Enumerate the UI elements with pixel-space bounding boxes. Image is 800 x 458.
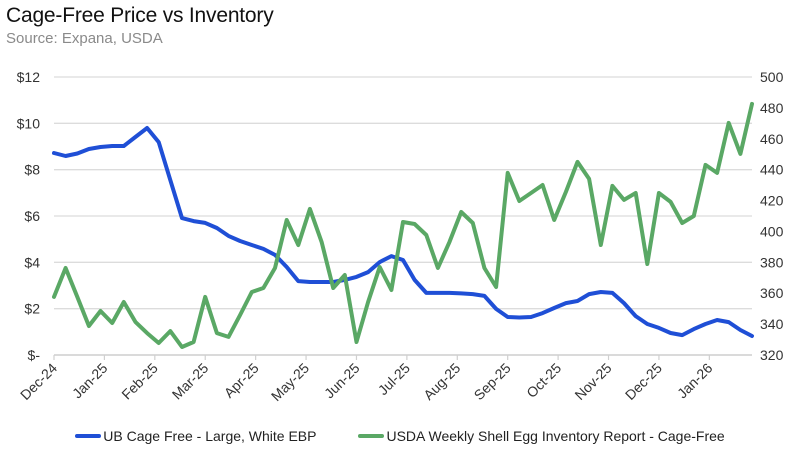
series-line-price: [52, 126, 754, 338]
legend-swatch-price: [75, 434, 102, 438]
x-tick-label: Dec-25: [622, 360, 665, 403]
y-left-tick-label: $12: [17, 69, 41, 85]
legend-item-inventory[interactable]: USDA Weekly Shell Egg Inventory Report -…: [358, 428, 725, 444]
x-tick-label: May-25: [268, 360, 312, 404]
y-axis-right: 500 480 460 440 420 400 380 360 340 320: [760, 69, 784, 363]
chart-subtitle: Source: Expana, USDA: [6, 30, 163, 47]
x-tick-label: Oct-25: [523, 360, 564, 401]
x-tick-label: Sep-25: [471, 360, 514, 403]
x-tick-label: Nov-25: [571, 360, 614, 403]
y-right-tick-label: 500: [760, 69, 784, 85]
x-tick-label: Jun-25: [321, 360, 363, 402]
y-right-tick-label: 460: [760, 131, 784, 147]
y-left-tick-label: $2: [24, 301, 40, 317]
y-right-tick-label: 440: [760, 162, 784, 178]
legend-label-inventory: USDA Weekly Shell Egg Inventory Report -…: [386, 428, 725, 444]
series-line-inventory: [52, 101, 754, 349]
x-tick-label: Jul-25: [375, 360, 413, 398]
y-left-tick-label: $6: [24, 208, 40, 224]
legend-swatch-inventory: [358, 434, 385, 438]
x-tick-label: Apr-25: [221, 360, 262, 401]
x-tick-label: Mar-25: [169, 360, 212, 403]
y-right-tick-label: 360: [760, 285, 784, 301]
y-right-tick-label: 400: [760, 223, 784, 239]
x-tick-label: Feb-25: [118, 360, 161, 403]
x-tick-label: Aug-25: [420, 360, 463, 403]
y-right-tick-label: 320: [760, 347, 784, 363]
x-tick-label: Dec-24: [17, 360, 60, 403]
y-right-tick-label: 380: [760, 254, 784, 270]
legend-item-price[interactable]: UB Cage Free - Large, White EBP: [75, 428, 316, 444]
gridlines: [54, 76, 752, 356]
y-axis-left: $12 $10 $8 $6 $4 $2 $-: [17, 69, 41, 363]
x-tick-label: Jan-25: [69, 360, 111, 402]
y-left-tick-label: $10: [17, 115, 41, 131]
legend-label-price: UB Cage Free - Large, White EBP: [103, 428, 317, 444]
y-left-tick-label: $-: [28, 347, 41, 363]
legend: UB Cage Free - Large, White EBP USDA Wee…: [0, 428, 800, 444]
y-right-tick-label: 340: [760, 316, 784, 332]
x-axis: Dec-24 Jan-25 Feb-25 Mar-25 Apr-25 May-25 Jun-…: [17, 354, 752, 404]
y-right-tick-label: 480: [760, 100, 784, 116]
x-tick-label: Jan-26: [674, 360, 716, 402]
y-left-tick-label: $8: [24, 162, 40, 178]
y-right-tick-label: 420: [760, 193, 784, 209]
y-left-tick-label: $4: [24, 254, 40, 270]
series-lines: [52, 101, 754, 349]
chart-title: Cage-Free Price vs Inventory: [6, 4, 274, 27]
